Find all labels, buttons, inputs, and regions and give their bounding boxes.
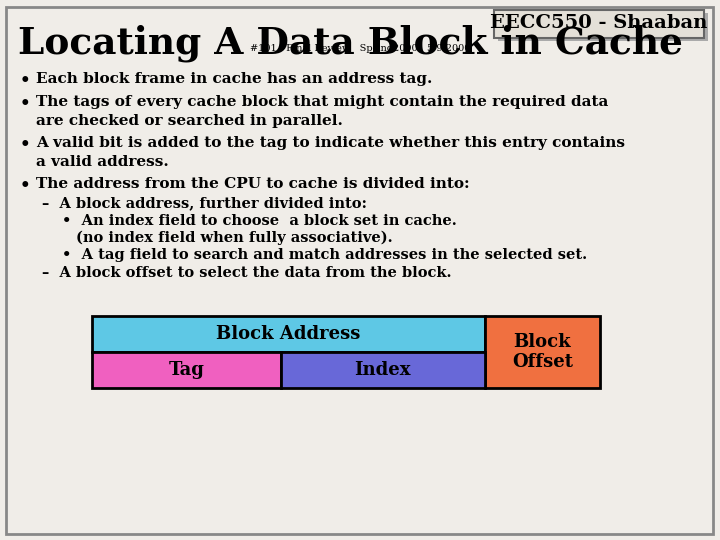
Text: Locating A Data Block in Cache: Locating A Data Block in Cache	[18, 25, 683, 63]
Text: (no index field when fully associative).: (no index field when fully associative).	[76, 231, 392, 245]
Text: •: •	[20, 72, 31, 89]
Bar	[92, 352, 281, 388]
Text: #101   Final Review   Spring2000   5-9-2000: #101 Final Review Spring2000 5-9-2000	[250, 44, 470, 53]
Text: •  An index field to choose  a block set in cache.: • An index field to choose a block set i…	[62, 214, 456, 228]
Text: Block Address: Block Address	[216, 325, 361, 343]
Text: A valid bit is added to the tag to indicate whether this entry contains
a valid : A valid bit is added to the tag to indic…	[36, 136, 625, 169]
Text: –  A block offset to select the data from the block.: – A block offset to select the data from…	[42, 266, 451, 280]
Text: EECC550 - Shaaban: EECC550 - Shaaban	[490, 14, 708, 32]
Bar	[281, 352, 485, 388]
Text: Block
Offset: Block Offset	[512, 333, 573, 372]
Text: •: •	[20, 95, 31, 112]
Bar	[494, 10, 704, 38]
Text: Tag: Tag	[168, 361, 204, 379]
Text: Each block frame in cache has an address tag.: Each block frame in cache has an address…	[36, 72, 433, 86]
Text: The address from the CPU to cache is divided into:: The address from the CPU to cache is div…	[36, 177, 469, 191]
Text: –  A block address, further divided into:: – A block address, further divided into:	[42, 196, 367, 210]
Text: Index: Index	[354, 361, 411, 379]
Bar	[485, 316, 600, 388]
Text: The tags of every cache block that might contain the required data
are checked o: The tags of every cache block that might…	[36, 95, 608, 128]
Text: •: •	[20, 177, 31, 194]
Bar	[498, 13, 708, 41]
Bar	[92, 316, 485, 352]
Text: •  A tag field to search and match addresses in the selected set.: • A tag field to search and match addres…	[62, 248, 587, 262]
Text: •: •	[20, 136, 31, 153]
